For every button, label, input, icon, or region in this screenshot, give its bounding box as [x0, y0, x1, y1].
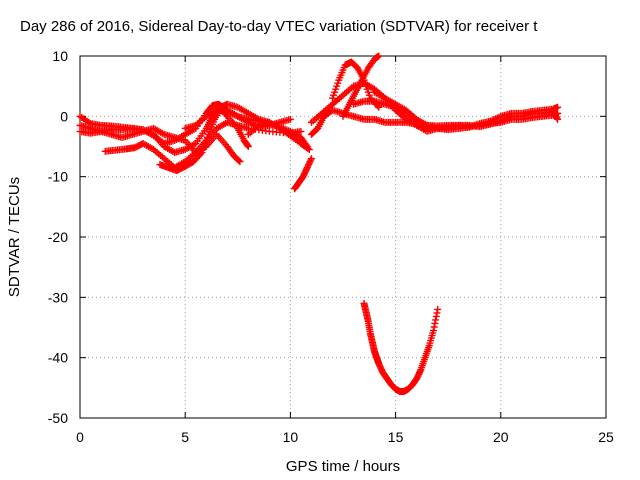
x-tick-label: 25: [598, 429, 614, 445]
data-point: [375, 103, 383, 111]
data-point: [416, 367, 424, 375]
data-point: [307, 156, 315, 164]
y-tick-label: -20: [48, 229, 68, 245]
data-point: [434, 305, 442, 313]
data-point: [235, 157, 243, 165]
x-axis-label: GPS time / hours: [286, 458, 400, 475]
data-point: [236, 158, 244, 166]
y-tick-labels: -50 -40 -30 -20 -10 0 10: [48, 48, 68, 426]
y-tick-label: 10: [52, 48, 68, 64]
series-11: [339, 52, 383, 120]
x-tick-label: 20: [493, 429, 509, 445]
data-point: [429, 327, 437, 335]
data-point: [375, 52, 383, 60]
x-tick-label: 15: [388, 429, 404, 445]
y-tick-label: -50: [48, 410, 68, 426]
x-tick-label: 10: [283, 429, 299, 445]
data-point: [554, 103, 562, 111]
x-tick-labels: 0 5 10 15 20 25: [76, 429, 614, 445]
data-point: [244, 141, 252, 149]
y-tick-label: -10: [48, 169, 68, 185]
y-axis-label: SDTVAR / TECUs: [6, 177, 23, 297]
data-point: [244, 143, 252, 150]
data-marks: [76, 52, 562, 395]
chart-title: Day 286 of 2016, Sidereal Day-to-day VTE…: [20, 18, 538, 35]
data-point: [553, 114, 561, 122]
series-13: [371, 88, 562, 132]
x-tick-label: 0: [76, 429, 84, 445]
data-point: [432, 316, 440, 324]
data-point: [305, 146, 313, 154]
y-tick-label: -30: [48, 289, 68, 305]
data-point: [304, 145, 312, 153]
data-point: [432, 312, 440, 320]
y-tick-label: -40: [48, 350, 68, 366]
data-point: [431, 319, 439, 327]
y-tick-label: 0: [60, 108, 68, 124]
data-point: [430, 323, 438, 331]
series-10: [328, 58, 383, 111]
data-point: [433, 309, 441, 317]
series-14: [360, 299, 442, 395]
axis-ticks: [79, 55, 607, 419]
data-point: [307, 155, 315, 163]
series-3: [101, 130, 244, 172]
data-point: [197, 150, 205, 158]
series-7: [291, 155, 315, 193]
data-point: [297, 127, 305, 135]
series-6: [244, 118, 313, 154]
data-point: [554, 115, 562, 123]
x-tick-label: 5: [181, 429, 189, 445]
data-point: [286, 115, 294, 123]
